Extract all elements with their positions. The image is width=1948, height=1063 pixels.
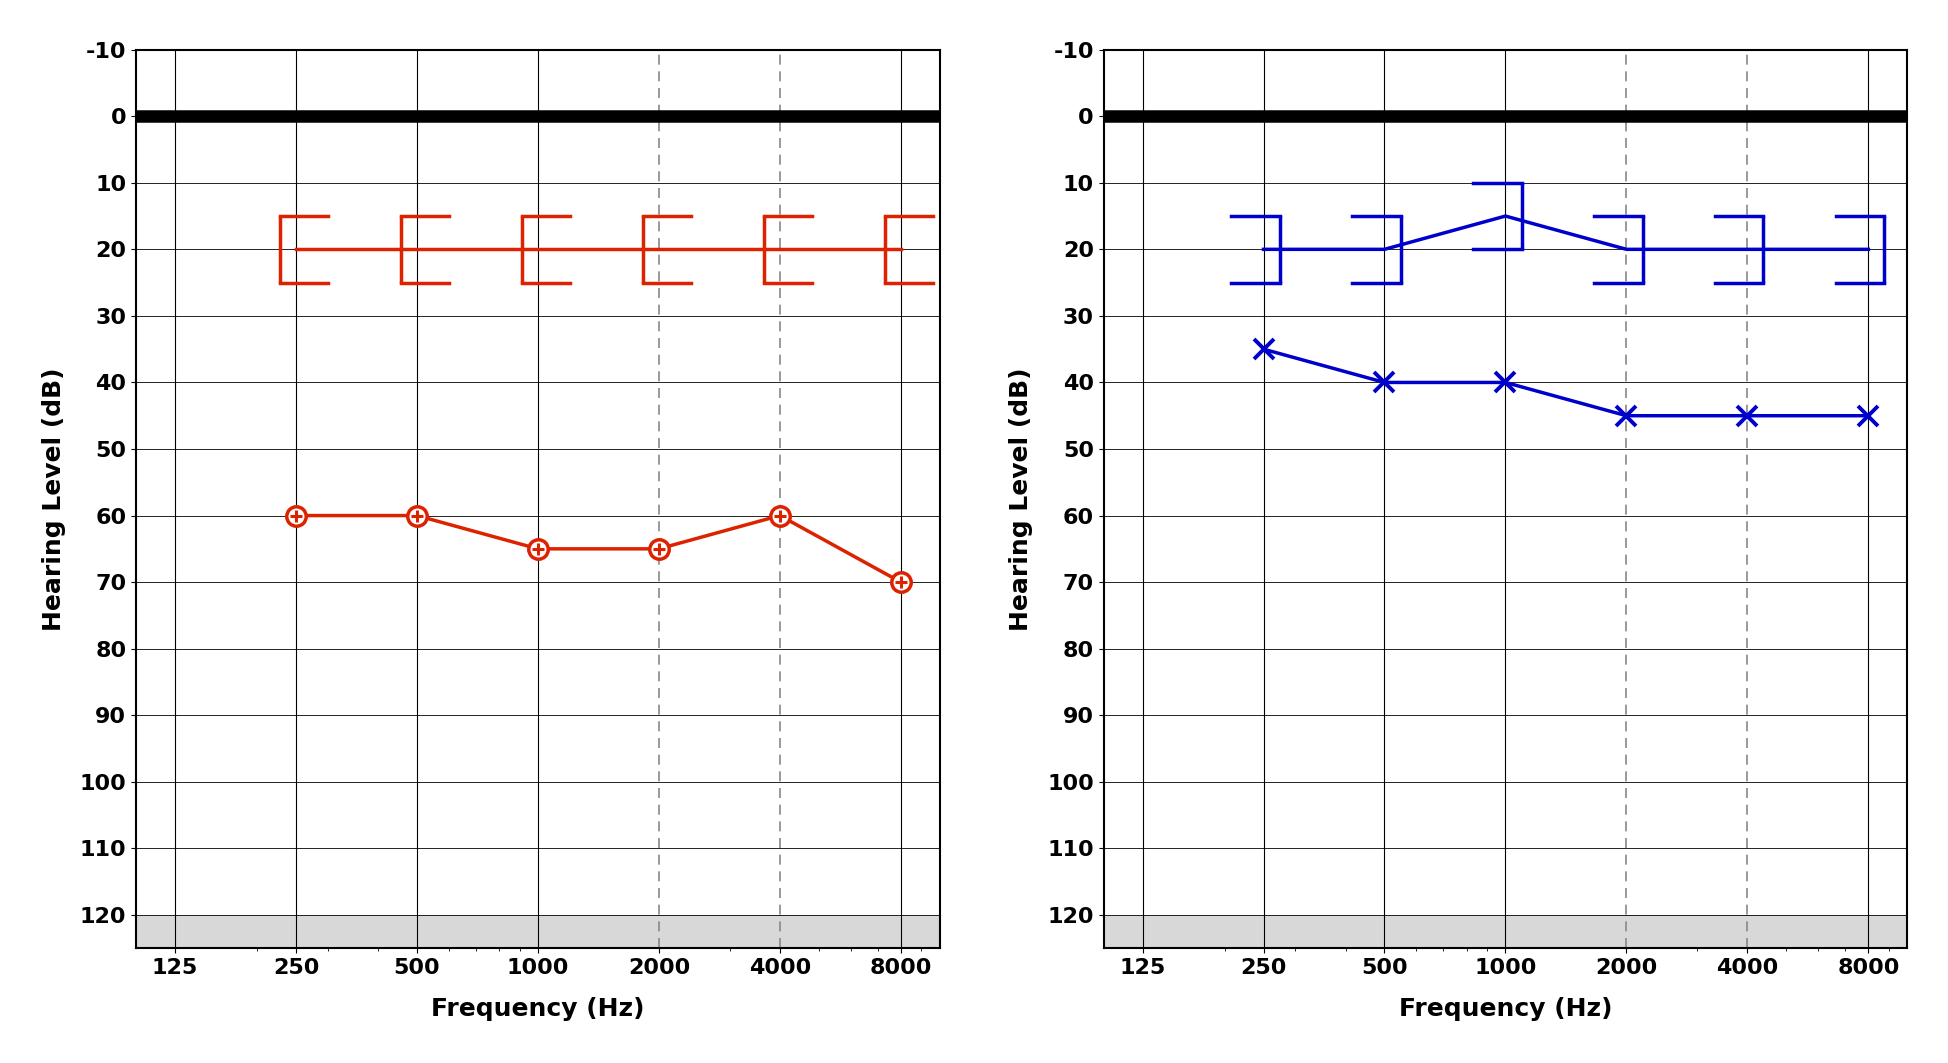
- X-axis label: Frequency (Hz): Frequency (Hz): [431, 997, 645, 1022]
- Y-axis label: Hearing Level (dB): Hearing Level (dB): [1009, 367, 1032, 630]
- Y-axis label: Hearing Level (dB): Hearing Level (dB): [41, 367, 66, 630]
- Bar: [136, 915, 939, 948]
- X-axis label: Frequency (Hz): Frequency (Hz): [1399, 997, 1611, 1022]
- Bar: [1103, 915, 1907, 948]
